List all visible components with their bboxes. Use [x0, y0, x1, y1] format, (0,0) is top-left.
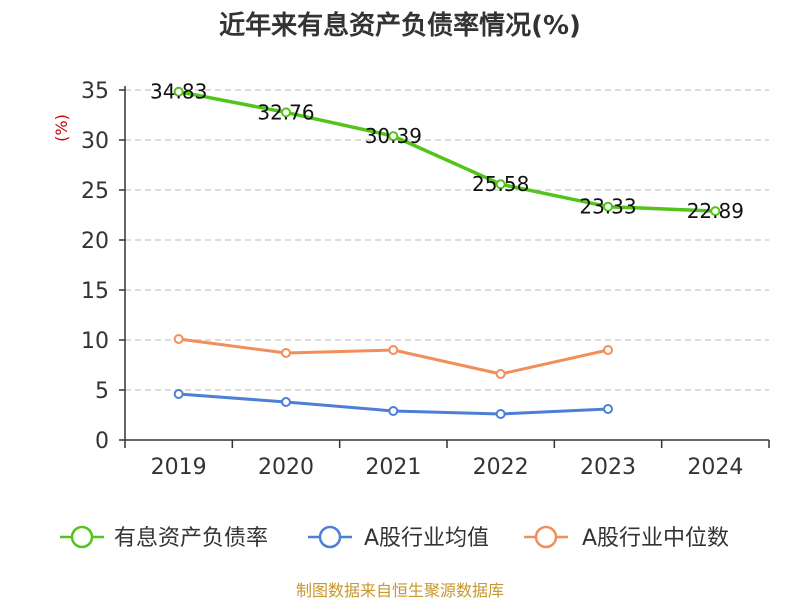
data-point: [388, 406, 399, 416]
data-point: [603, 345, 613, 355]
series-group: 34.83 32.76 30.39 25.58 23.33 22.89: [150, 80, 744, 419]
x-tick-label: 2019: [151, 455, 207, 480]
chart-title: 近年来有息资产负债率情况(%): [219, 10, 581, 41]
data-point: [281, 348, 291, 358]
data-point: [281, 107, 291, 118]
x-tick-label: 2021: [365, 455, 421, 480]
legend-marker: [70, 525, 94, 549]
y-tick-label: 20: [81, 229, 109, 254]
source-note: 制图数据来自恒生聚源数据库: [296, 581, 504, 600]
data-point: [388, 345, 399, 355]
y-tick-label: 25: [81, 179, 109, 204]
series-line: [178, 337, 609, 376]
data-point: [173, 86, 184, 97]
gridlines: [125, 89, 769, 391]
legend-marker: [534, 525, 558, 549]
data-point: [173, 334, 184, 344]
y-axis-label: (%): [52, 114, 71, 142]
data-point: [603, 201, 613, 212]
x-tick-label: 2023: [580, 455, 636, 480]
legend: 有息资产负债率 A股行业均值 A股行业中位数: [60, 525, 729, 551]
x-tick-label: 2020: [258, 455, 314, 480]
y-tick-label: 10: [81, 329, 109, 354]
data-label: 30.39: [365, 124, 422, 148]
data-point: [388, 131, 399, 142]
series-line: [178, 89, 716, 213]
data-point: [281, 397, 291, 407]
axes: 0 5 10 15 20 25 30 35 2019 2020 2021 2022 2023 2024 (%…: [52, 79, 770, 480]
y-tick-label: 0: [95, 429, 109, 454]
y-tick-label: 30: [81, 129, 109, 154]
data-point: [495, 409, 506, 419]
legend-label: 有息资产负债率: [114, 526, 268, 551]
data-label: 32.76: [257, 100, 314, 124]
y-tick-label: 15: [81, 279, 109, 304]
legend-label: A股行业中位数: [582, 526, 729, 551]
y-tick-label: 5: [95, 379, 109, 404]
y-tick-label: 35: [81, 79, 109, 104]
x-tick-label: 2022: [473, 455, 529, 480]
data-point: [710, 206, 721, 217]
data-label: 22.89: [687, 199, 744, 223]
data-point: [495, 369, 506, 379]
data-point: [603, 404, 613, 414]
data-label: 23.33: [579, 195, 636, 219]
data-point: [495, 179, 506, 190]
legend-marker: [318, 525, 342, 549]
data-label: 34.83: [150, 80, 207, 104]
data-point: [173, 389, 184, 399]
legend-label: A股行业均值: [364, 526, 489, 551]
data-label: 25.58: [472, 172, 529, 196]
x-tick-label: 2024: [687, 455, 743, 480]
